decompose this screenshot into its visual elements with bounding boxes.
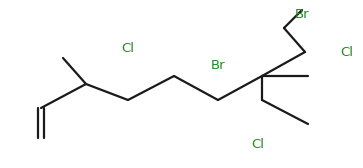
Text: Cl: Cl: [252, 138, 265, 151]
Text: Cl: Cl: [340, 46, 353, 58]
Text: Cl: Cl: [122, 42, 135, 55]
Text: Br: Br: [295, 8, 309, 21]
Text: Br: Br: [211, 59, 225, 72]
